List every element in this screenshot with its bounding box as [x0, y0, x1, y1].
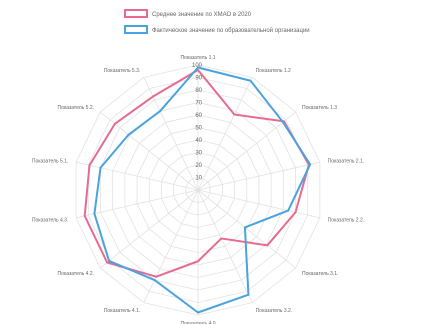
series-0-point-1: [233, 113, 236, 116]
tick-label-6: 70: [195, 101, 202, 107]
series-0-point-6: [220, 237, 223, 240]
radar-grid: [75, 64, 321, 316]
category-label-8: Показатель 4.1.: [104, 308, 140, 314]
series-1-point-1: [249, 79, 252, 82]
series-1-point-5: [243, 226, 246, 229]
tick-label-9: 100: [192, 63, 203, 69]
radial-tick-labels: 10 20 30 40 50 60 70 80 90 100: [192, 63, 203, 182]
grid-spoke-3: [197, 161, 320, 191]
series-1-point-6: [247, 293, 250, 296]
tick-label-1: 20: [195, 163, 202, 169]
tick-label-0: 10: [195, 176, 202, 182]
tick-label-7: 80: [195, 88, 202, 94]
grid-spoke-1: [197, 77, 253, 191]
grid-spoke-8: [143, 189, 199, 303]
category-label-2: Показатель 1.3: [302, 105, 337, 111]
category-label-6: Показатель 3.2.: [256, 308, 292, 314]
series-0-point-7: [197, 260, 199, 263]
category-label-10: Показатель 4.3.: [32, 218, 68, 224]
category-label-13: Показатель 5.3.: [104, 68, 140, 74]
grid-spoke-12: [100, 111, 199, 191]
series-0-point-5: [266, 244, 269, 247]
grid-spoke-4: [197, 189, 320, 219]
series-1-point-4: [287, 209, 290, 212]
category-labels: Показатель 1.1 Показатель 1.2 Показатель 1…: [32, 55, 364, 324]
series-1-point-3: [309, 163, 312, 166]
grid-spoke-9: [100, 189, 199, 269]
tick-label-8: 90: [195, 76, 202, 82]
series-0-point-12: [113, 122, 116, 125]
series-1-point-2: [282, 121, 285, 124]
series-1-point-12: [127, 133, 130, 136]
series-0-point-9: [106, 261, 109, 264]
series-1-point-8: [153, 279, 156, 282]
tick-label-5: 60: [195, 113, 202, 119]
series-0-point-10: [83, 214, 86, 217]
series-1-point-10: [93, 212, 96, 215]
category-label-0: Показатель 1.1: [180, 55, 215, 61]
legend-label-1: Фактическое значение по образовательной …: [152, 27, 310, 34]
grid-spoke-10: [76, 189, 199, 219]
chart-legend: Среднее значение по ХМАО в 2020 Фактическ…: [124, 9, 310, 34]
category-label-5: Показатель 3.1.: [302, 271, 338, 277]
tick-label-4: 50: [195, 126, 202, 132]
category-label-7: Показатель 4.0: [180, 321, 215, 324]
series-1-point-13: [159, 110, 162, 113]
category-label-1: Показатель 1.2: [256, 68, 291, 74]
category-label-9: Показатель 4.2.: [58, 271, 94, 277]
category-label-4: Показатель 2.2.: [328, 218, 364, 224]
legend-swatch-0: [124, 9, 148, 18]
legend-swatch-1: [124, 25, 148, 34]
series-0-point-13: [151, 95, 154, 98]
legend-label-0: Среднее значение по ХМАО в 2020: [152, 12, 252, 18]
grid-spoke-11: [76, 161, 199, 191]
tick-label-2: 30: [195, 151, 202, 157]
category-label-3: Показатель 2.1.: [328, 158, 364, 164]
series-1-point-0: [197, 66, 199, 69]
category-label-12: Показатель 5.2.: [58, 105, 94, 111]
radar-series: [83, 66, 312, 314]
series-0-point-11: [88, 164, 91, 167]
grid-spoke-2: [197, 111, 296, 191]
series-1-point-9: [108, 259, 111, 262]
series-1-point-7: [197, 311, 199, 314]
series-0-point-8: [155, 275, 158, 278]
tick-label-3: 40: [195, 138, 202, 144]
series-0-point-4: [294, 211, 297, 214]
series-line-1: [93, 66, 312, 314]
series-1-point-11: [99, 166, 102, 169]
category-label-11: Показатель 5.1.: [32, 158, 68, 164]
grid-spoke-5: [197, 189, 296, 269]
grid-spoke-6: [197, 189, 253, 303]
